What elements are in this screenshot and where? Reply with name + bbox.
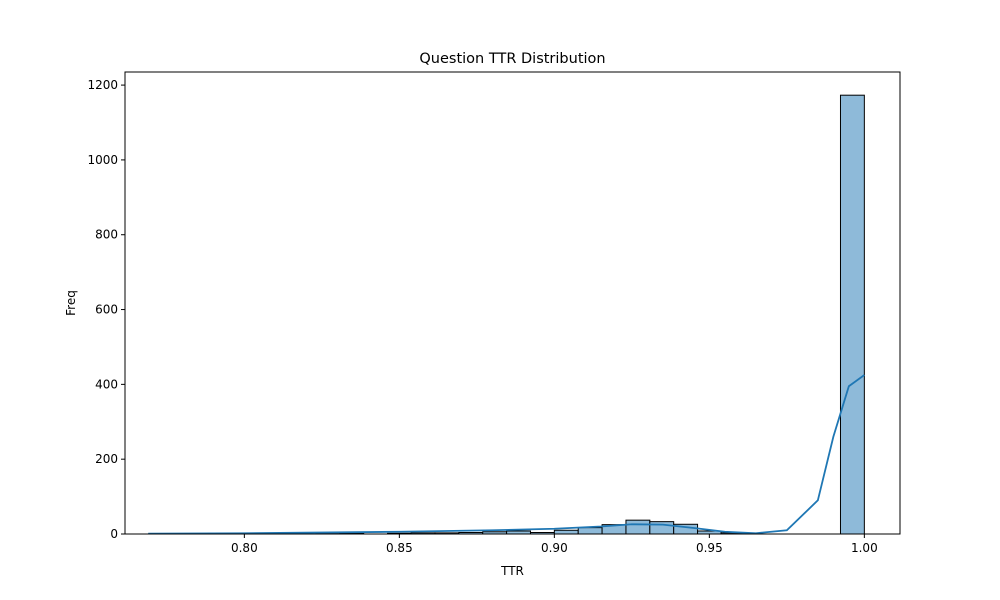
x-tick-label-4: 1.00: [851, 541, 878, 555]
histogram-bar-14: [625, 519, 651, 535]
histogram-bar-15: [649, 521, 675, 535]
y-tick-label-5: 1000: [87, 153, 118, 167]
y-tick-label-2: 400: [95, 377, 118, 391]
plot-frame: [124, 71, 901, 535]
y-tick-label-0: 0: [110, 527, 118, 541]
histogram-bar-19: [839, 94, 865, 535]
y-tick-label-6: 1200: [87, 78, 118, 92]
y-tick-label-4: 800: [95, 228, 118, 242]
x-tick-label-2: 0.90: [541, 541, 568, 555]
x-axis-label: TTR: [500, 564, 524, 578]
y-tick-label-1: 200: [95, 452, 118, 466]
x-axis: 0.80 0.85 0.90 0.95 1.00: [231, 534, 878, 555]
chart-title: Question TTR Distribution: [419, 51, 605, 67]
x-tick-label-3: 0.95: [696, 541, 723, 555]
kde-line: [148, 374, 865, 535]
y-axis: 0 200 400 600 800 1000 1200: [87, 78, 125, 541]
y-tick-label-3: 600: [95, 303, 118, 317]
histogram-bar-12: [577, 527, 603, 535]
y-axis-label: Freq: [64, 290, 78, 316]
x-tick-label-1: 0.85: [386, 541, 413, 555]
x-tick-label-0: 0.80: [231, 541, 258, 555]
histogram-bar-11: [553, 529, 579, 535]
